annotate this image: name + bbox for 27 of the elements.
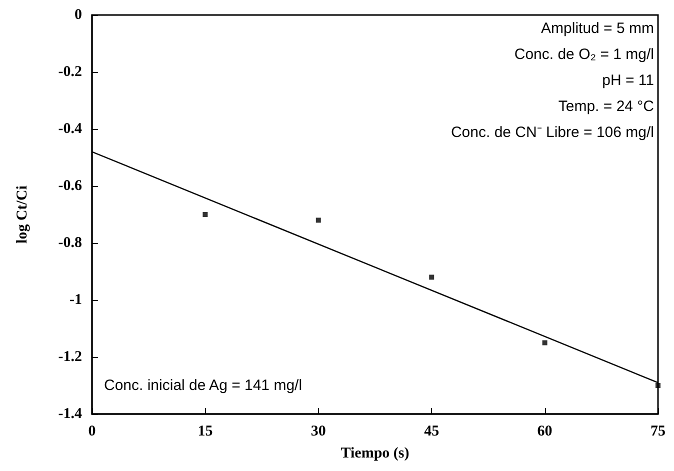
x-tick-label: 0 [88, 424, 96, 440]
y-tick-label: -0.8 [58, 235, 82, 251]
point [542, 340, 548, 346]
y-axis-title: log Ct/Ci [14, 186, 30, 244]
x-axis-title: Tiempo (s) [340, 446, 410, 462]
annotation: Temp. = 24 °C [558, 98, 654, 115]
point [429, 274, 434, 280]
x-tick-label: 15 [198, 424, 213, 440]
point [316, 218, 321, 223]
y-tick-label: 0 [74, 7, 82, 23]
y-tick-label: -0.6 [58, 178, 82, 194]
annotation: Conc. de CN⁻ Libre = 106 mg/l [450, 124, 654, 141]
x-tick-label: 75 [650, 424, 666, 440]
annotation: Conc. de O₂ = 1 mg/l [514, 46, 654, 63]
y-tick-label: -1.4 [58, 406, 82, 422]
annotation: pH = 11 [602, 72, 654, 89]
x-tick-label: 60 [537, 424, 552, 440]
y-tick-label: -0.2 [58, 64, 82, 80]
annotation: Amplitud = 5 mm [541, 20, 654, 37]
y-tick-label: -0.4 [58, 121, 82, 137]
x-tick-label: 45 [424, 424, 440, 440]
point [202, 212, 208, 217]
annotation: Conc. inicial de Ag = 141 mg/l [104, 377, 302, 394]
x-tick-label: 30 [310, 424, 326, 440]
y-tick-label: -1 [70, 292, 82, 308]
y-tick-label: -1.2 [58, 349, 82, 365]
point [656, 383, 660, 388]
